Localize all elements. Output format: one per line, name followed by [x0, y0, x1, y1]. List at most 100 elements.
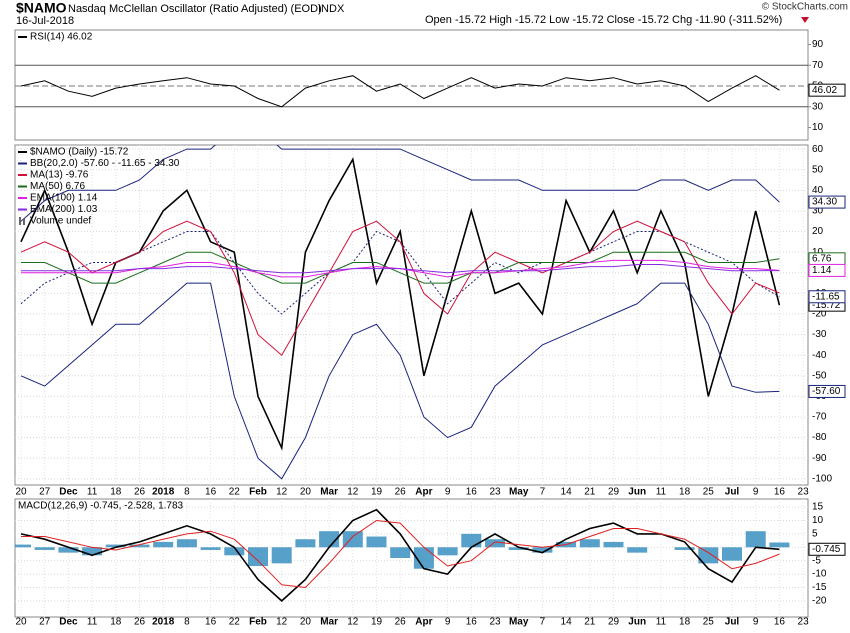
x-tick-label: 26: [134, 487, 146, 498]
y-tick-label: 90: [812, 39, 824, 50]
histogram-bar: [722, 547, 742, 561]
histogram-bar: [769, 542, 790, 548]
x-tick-label: 23: [489, 617, 501, 628]
exchange: INDX: [318, 3, 345, 15]
series-line: [21, 264, 780, 274]
x-tick-label: 11: [656, 487, 667, 498]
series-line: [21, 519, 780, 589]
x-tick-label: 23: [798, 617, 810, 628]
value-tag-box: [808, 83, 846, 97]
x-tick-label: 23: [489, 487, 501, 498]
series-line: [20, 220, 780, 356]
value-tag: -11.65: [812, 291, 840, 302]
down-arrow: [801, 17, 809, 23]
x-tick-label: 20: [15, 617, 27, 628]
histogram-bar: [34, 547, 55, 550]
histogram-bar: [105, 544, 126, 548]
x-tick-label: 22: [229, 487, 241, 498]
y-tick-label: 40: [812, 185, 824, 196]
y-tick-label: -100: [812, 473, 832, 484]
x-tick-label: 9: [445, 617, 451, 628]
x-tick-label: 14: [561, 617, 573, 628]
x-tick-label: 19: [371, 487, 383, 498]
legend-entry: BB(20,2.0) -57.60 - -11.65 - 34.30: [30, 158, 180, 169]
value-tag-box: [808, 290, 846, 304]
y-tick-label: 50: [812, 164, 824, 175]
x-tick-label: 22: [229, 617, 241, 628]
series-line: [20, 75, 780, 108]
x-tick-label: 18: [679, 487, 691, 498]
x-tick-label: 26: [395, 617, 407, 628]
histogram-bar: [200, 547, 221, 550]
y-tick-label: -20: [812, 596, 827, 607]
x-tick-label: 20: [300, 617, 312, 628]
y-tick-label: 15: [812, 502, 824, 513]
x-tick-label: Apr: [415, 487, 432, 498]
value-tag-box: [808, 542, 846, 556]
legend-entry: Volume undef: [30, 216, 91, 227]
y-tick-label: 10: [812, 247, 824, 258]
x-tick-label: 7: [540, 617, 546, 628]
plot-area: [20, 75, 780, 108]
legend-swatch: [19, 217, 21, 225]
legend-entry: MACD(12,26,9) -0.745, -2.528, 1.783: [18, 501, 184, 512]
x-tick-label: 16: [205, 617, 217, 628]
x-tick-label: 2018: [152, 487, 175, 498]
legend-entry: MA(50) 6.76: [30, 181, 85, 192]
histogram-bar: [698, 547, 719, 564]
histogram-bar: [627, 547, 648, 553]
histogram-bar: [224, 547, 245, 556]
series-line: [20, 508, 780, 602]
symbol: $NAMO: [16, 0, 67, 16]
x-tick-label: 23: [798, 487, 810, 498]
series-line: [20, 282, 780, 480]
histogram-bar: [532, 547, 553, 553]
histogram-bar: [58, 547, 79, 553]
legend-swatch: [23, 219, 25, 225]
x-tick-label: Dec: [59, 487, 78, 498]
series-line: [21, 251, 780, 284]
y-tick-label: -20: [812, 309, 827, 320]
x-tick-label: 25: [703, 617, 715, 628]
x-tick-label: 19: [371, 617, 383, 628]
x-tick-label: 21: [584, 487, 596, 498]
histogram-bar: [413, 547, 434, 569]
instrument-name: Nasdaq McClellan Oscillator (Ratio Adjus…: [68, 3, 322, 15]
histogram-bar: [437, 547, 458, 556]
x-tick-label: 16: [774, 487, 786, 498]
x-tick-label: Jul: [725, 617, 740, 628]
quote: Open -15.72 High -15.72 Low -15.72 Close…: [425, 14, 782, 26]
y-tick-label: 5: [812, 529, 818, 540]
y-tick-label: -70: [812, 412, 827, 423]
x-tick-label: Feb: [249, 487, 267, 498]
x-tick-label: Apr: [415, 617, 432, 628]
histogram-bar: [271, 547, 292, 564]
x-tick-label: 7: [540, 487, 546, 498]
x-tick-label: 11: [656, 617, 667, 628]
y-tick-label: 10: [812, 515, 824, 526]
value-tag-box: [808, 263, 846, 277]
value-tag-box: [808, 195, 846, 209]
legend-entry: $NAMO (Daily) -15.72: [30, 147, 129, 158]
x-tick-label: 9: [445, 487, 451, 498]
legend-entry: EMA(100) 1.14: [30, 193, 98, 204]
series-line: [20, 230, 780, 315]
y-tick-label: -80: [812, 432, 827, 443]
y-tick-label: 30: [812, 101, 824, 112]
value-tag: -15.72: [812, 300, 841, 311]
x-tick-label: 11: [87, 617, 98, 628]
watermark: © StockCharts.com: [762, 2, 848, 13]
histogram-bar: [579, 539, 600, 548]
plot-area: [15, 508, 790, 602]
series-line: [20, 145, 780, 222]
x-tick-label: 16: [774, 617, 786, 628]
histogram-bar: [342, 531, 363, 548]
histogram-bar: [15, 544, 31, 548]
x-tick-label: 26: [395, 487, 407, 498]
histogram-bar: [248, 547, 268, 567]
y-tick-label: 30: [812, 206, 824, 217]
value-tag: 34.30: [812, 197, 837, 208]
panel-frame: [14, 498, 809, 618]
x-tick-label: 11: [87, 487, 98, 498]
value-tag: 46.02: [812, 85, 837, 96]
